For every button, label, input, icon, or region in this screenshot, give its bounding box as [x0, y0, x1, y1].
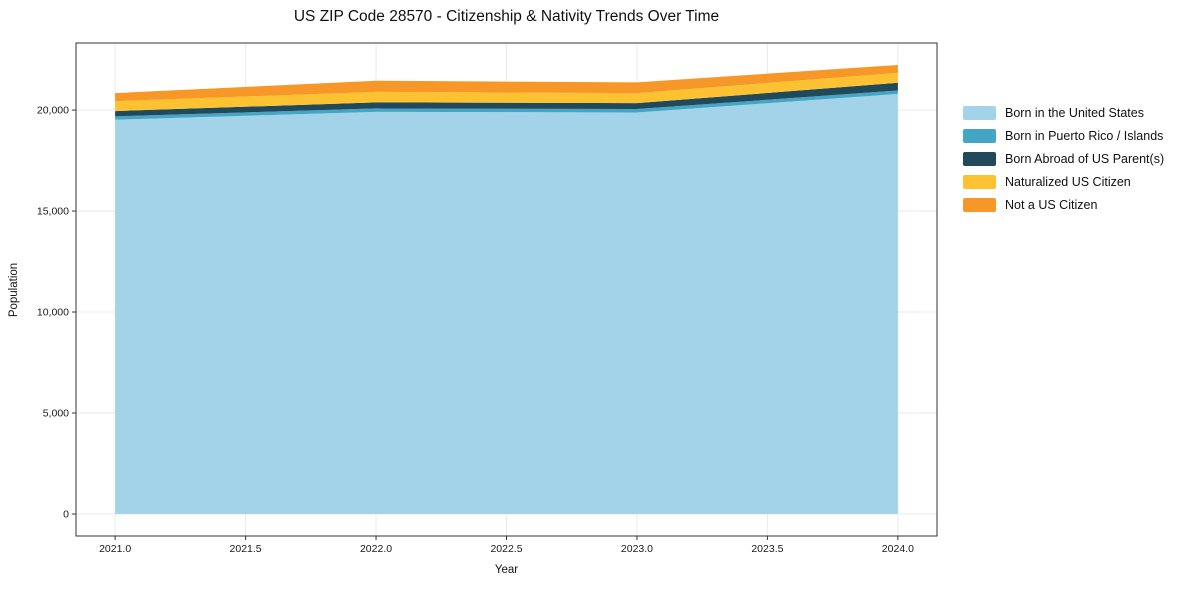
x-tick-label: 2022.5: [490, 543, 522, 555]
legend-item-0: Born in the United States: [963, 101, 1164, 124]
x-axis-label: Year: [494, 564, 519, 576]
legend-label: Born in Puerto Rico / Islands: [1005, 128, 1164, 143]
legend-item-2: Born Abroad of US Parent(s): [963, 147, 1164, 170]
x-tick-label: 2022.0: [360, 543, 392, 555]
x-tick-label: 2021.0: [99, 543, 131, 555]
legend-label: Not a US Citizen: [1005, 197, 1098, 212]
x-tick-label: 2023.5: [751, 543, 783, 555]
y-tick-label: 20,000: [37, 105, 69, 117]
legend-swatch-icon: [963, 174, 996, 189]
legend: Born in the United States Born in Puerto …: [963, 101, 1164, 216]
legend-item-3: Naturalized US Citizen: [963, 170, 1164, 193]
area-series-1: [115, 90, 898, 120]
chart-title: US ZIP Code 28570 - Citizenship & Nativi…: [293, 8, 720, 25]
x-tick-label: 2023.0: [621, 543, 653, 555]
legend-swatch-icon: [963, 197, 996, 212]
y-tick-label: 10,000: [37, 307, 69, 319]
legend-item-4: Not a US Citizen: [963, 193, 1164, 216]
area-series-0: [115, 93, 898, 514]
legend-swatch-icon: [963, 128, 996, 143]
x-tick-label: 2021.5: [230, 543, 262, 555]
legend-label: Naturalized US Citizen: [1005, 174, 1131, 189]
y-tick-label: 5,000: [43, 408, 69, 420]
area-series-4: [115, 65, 898, 102]
legend-label: Born Abroad of US Parent(s): [1005, 151, 1165, 166]
y-tick-label: 0: [63, 508, 69, 520]
area-series-2: [115, 82, 898, 117]
y-tick-label: 15,000: [37, 206, 69, 218]
x-tick-label: 2024.0: [882, 543, 914, 555]
area-series-3: [115, 72, 898, 112]
y-axis-label: Population: [8, 262, 20, 318]
legend-swatch-icon: [963, 105, 996, 120]
legend-item-1: Born in Puerto Rico / Islands: [963, 124, 1164, 147]
legend-swatch-icon: [963, 151, 996, 166]
legend-label: Born in the United States: [1005, 105, 1144, 120]
